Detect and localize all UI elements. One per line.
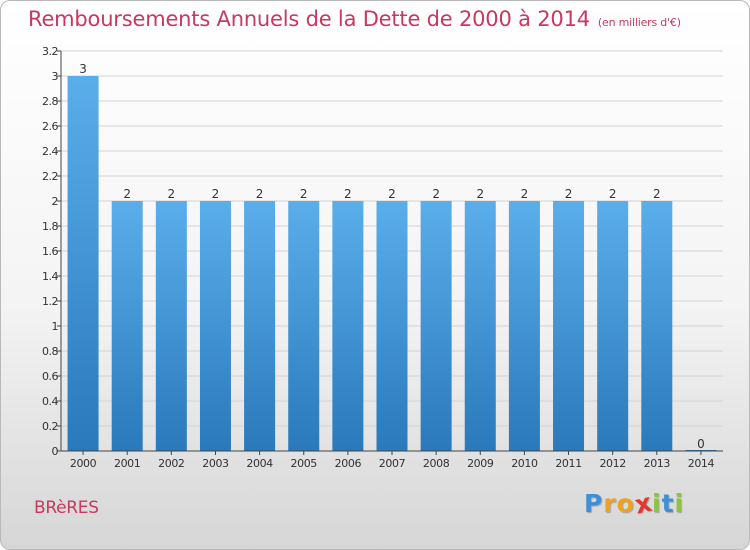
data-label: 3 bbox=[79, 62, 87, 76]
data-label: 2 bbox=[300, 187, 308, 201]
x-tick-label: 2013 bbox=[644, 457, 671, 470]
x-tick-label: 2010 bbox=[511, 457, 538, 470]
bar bbox=[376, 201, 408, 451]
bar bbox=[553, 201, 585, 451]
x-tick-label: 2003 bbox=[202, 457, 229, 470]
data-label: 2 bbox=[123, 187, 131, 201]
data-label: 2 bbox=[432, 187, 440, 201]
data-label: 2 bbox=[344, 187, 352, 201]
y-tick-label: 2.2 bbox=[42, 170, 58, 183]
y-tick-label: 0.4 bbox=[42, 395, 58, 408]
bar bbox=[199, 201, 231, 451]
chart-title: Remboursements Annuels de la Dette de 20… bbox=[28, 7, 681, 31]
bar bbox=[111, 201, 143, 451]
bar bbox=[641, 201, 673, 451]
y-tick-label: 1 bbox=[52, 320, 59, 333]
bar bbox=[464, 201, 496, 451]
data-label: 0 bbox=[697, 437, 705, 451]
y-tick-label: 2.6 bbox=[42, 120, 58, 133]
y-tick-label: 0 bbox=[52, 445, 59, 458]
y-tick-label: 2 bbox=[52, 195, 59, 208]
bars bbox=[67, 76, 717, 451]
y-tick-label: 1.8 bbox=[42, 220, 58, 233]
proxiti-logo: Proxiti bbox=[584, 488, 685, 520]
bar bbox=[597, 201, 629, 451]
x-tick-label: 2007 bbox=[379, 457, 406, 470]
data-label: 2 bbox=[256, 187, 264, 201]
chart-subtitle: (en milliers d'€) bbox=[597, 16, 681, 29]
x-tick-label: 2008 bbox=[423, 457, 450, 470]
chart-title-text: Remboursements Annuels de la Dette de 20… bbox=[28, 7, 590, 31]
y-tick-label: 3.2 bbox=[42, 45, 58, 58]
logo-letter: P bbox=[584, 489, 604, 518]
x-axis-ticks: 2000 2001 2002 2003 2004 2005 2006 2007 2008 2009… bbox=[70, 451, 715, 470]
bar bbox=[508, 201, 540, 451]
logo-letter: i bbox=[674, 489, 685, 518]
data-labels: 3 2 2 2 2 2 2 2 2 2 2 2 2 2 0 bbox=[79, 62, 705, 451]
bar bbox=[244, 201, 276, 451]
y-tick-label: 2.8 bbox=[42, 95, 58, 108]
data-label: 2 bbox=[388, 187, 396, 201]
logo-letter: i bbox=[652, 489, 662, 518]
y-tick-label: 3 bbox=[52, 70, 59, 83]
y-tick-label: 0.2 bbox=[42, 420, 58, 433]
data-label: 2 bbox=[609, 187, 617, 201]
bar bbox=[288, 201, 320, 451]
x-tick-label: 2012 bbox=[599, 457, 625, 470]
logo-letter: r bbox=[603, 489, 617, 518]
x-tick-label: 2001 bbox=[114, 457, 140, 470]
bar bbox=[155, 201, 187, 451]
x-tick-label: 2004 bbox=[246, 457, 273, 470]
x-tick-label: 2011 bbox=[555, 457, 581, 470]
x-tick-label: 2005 bbox=[291, 457, 318, 470]
data-label: 2 bbox=[521, 187, 529, 201]
y-axis-ticks: 0 0.2 0.4 0.6 0.8 1 1.2 1.4 1.6 1.8 2 2.2 2.4 2.6 2.8 3… bbox=[42, 45, 61, 458]
y-tick-label: 1.6 bbox=[42, 245, 58, 258]
x-tick-label: 2009 bbox=[467, 457, 494, 470]
data-label: 2 bbox=[168, 187, 176, 201]
y-tick-label: 1.2 bbox=[42, 295, 58, 308]
y-tick-label: 1.4 bbox=[42, 270, 58, 283]
x-tick-label: 2000 bbox=[70, 457, 97, 470]
commune-name: BRèRES bbox=[34, 498, 99, 518]
bar bbox=[332, 201, 364, 451]
y-tick-label: 0.8 bbox=[42, 345, 58, 358]
x-tick-label: 2014 bbox=[688, 457, 715, 470]
data-label: 2 bbox=[565, 187, 573, 201]
data-label: 2 bbox=[653, 187, 661, 201]
bar bbox=[67, 76, 99, 451]
bar bbox=[420, 201, 452, 451]
y-tick-label: 2.4 bbox=[42, 145, 58, 158]
data-label: 2 bbox=[212, 187, 220, 201]
x-tick-label: 2006 bbox=[335, 457, 362, 470]
data-label: 2 bbox=[476, 187, 484, 201]
y-tick-label: 0.6 bbox=[42, 370, 58, 383]
logo-letter: t bbox=[661, 489, 675, 518]
x-tick-label: 2002 bbox=[158, 457, 184, 470]
logo-letter: o bbox=[616, 489, 635, 518]
